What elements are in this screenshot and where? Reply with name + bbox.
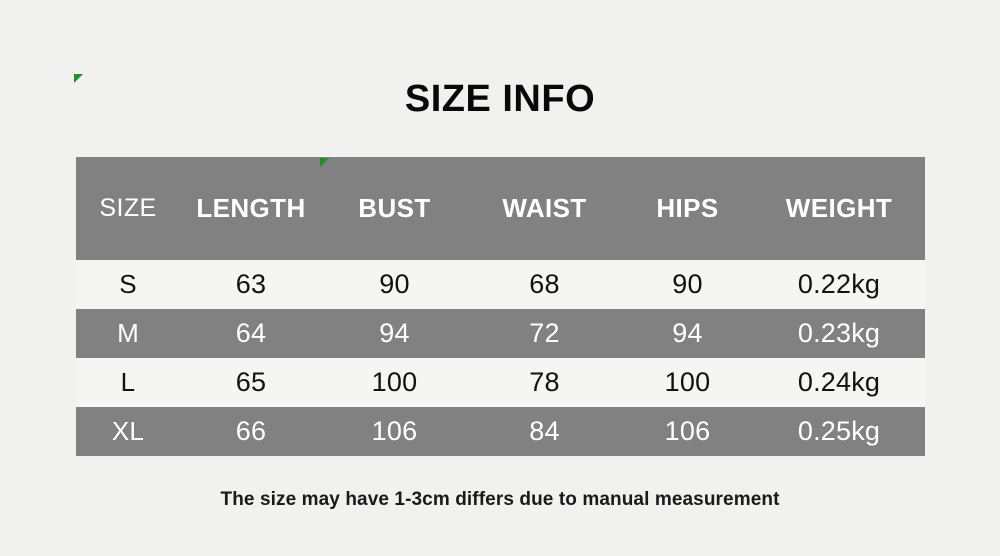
cell-size: M — [117, 318, 139, 348]
green-corner-marker-icon — [320, 158, 329, 167]
cell-weight: 0.24kg — [797, 367, 881, 397]
table-row: L 65 100 78 100 0.24kg — [76, 358, 925, 407]
column-header-size: SIZE — [76, 157, 180, 260]
cell-waist: 72 — [529, 318, 560, 348]
green-corner-marker-icon — [74, 74, 83, 83]
column-header-length: LENGTH — [180, 157, 322, 260]
cell-hips: 94 — [672, 318, 703, 348]
column-header-weight: WEIGHT — [753, 157, 925, 260]
cell-bust: 106 — [371, 416, 418, 446]
cell-weight: 0.25kg — [797, 416, 881, 446]
measurement-disclaimer: The size may have 1-3cm differs due to m… — [220, 489, 780, 510]
table-row: XL 66 106 84 106 0.25kg — [76, 407, 925, 456]
cell-hips: 100 — [664, 367, 711, 397]
cell-bust: 94 — [379, 318, 410, 348]
table-header: SIZE LENGTH BUST WAIST HIPS WEIGHT — [76, 157, 925, 260]
cell-bust: 100 — [371, 367, 418, 397]
cell-length: 64 — [235, 318, 267, 348]
page-title: SIZE INFO — [404, 78, 596, 120]
cell-hips: 106 — [664, 416, 711, 446]
column-header-bust: BUST — [322, 157, 467, 260]
column-header-waist: WAIST — [467, 157, 622, 260]
cell-length: 65 — [235, 367, 267, 397]
table-header-row: SIZE LENGTH BUST WAIST HIPS WEIGHT — [76, 157, 925, 260]
cell-length: 63 — [235, 269, 267, 299]
cell-weight: 0.23kg — [797, 318, 881, 348]
cell-hips: 90 — [672, 269, 703, 299]
table-row: S 63 90 68 90 0.22kg — [76, 260, 925, 309]
table-body: S 63 90 68 90 0.22kg M 64 94 72 94 0.23k… — [76, 260, 925, 456]
cell-waist: 68 — [529, 269, 560, 299]
table-row: M 64 94 72 94 0.23kg — [76, 309, 925, 358]
cell-size: XL — [111, 416, 145, 446]
cell-size: L — [120, 367, 136, 397]
cell-weight: 0.22kg — [797, 269, 881, 299]
cell-length: 66 — [235, 416, 267, 446]
cell-waist: 78 — [529, 367, 560, 397]
size-info-table: SIZE LENGTH BUST WAIST HIPS WEIGHT S 63 … — [76, 157, 925, 456]
column-header-hips: HIPS — [622, 157, 753, 260]
cell-waist: 84 — [529, 416, 560, 446]
cell-size: S — [119, 269, 137, 299]
cell-bust: 90 — [379, 269, 410, 299]
